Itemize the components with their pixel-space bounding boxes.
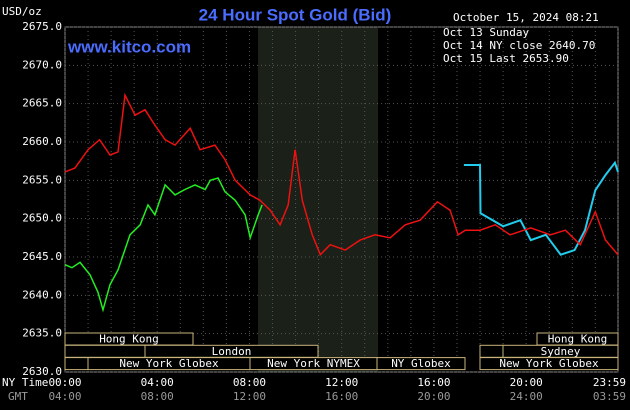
session-box	[376, 357, 466, 371]
session-box	[64, 332, 194, 346]
y-tick-label: 2630.0	[22, 365, 62, 378]
x-tick-label: 16:00	[417, 376, 450, 389]
session-label: New York Globex	[499, 357, 599, 370]
session-label: NY Globex	[391, 357, 451, 370]
session-label: Sydney	[541, 345, 581, 358]
session-box	[64, 344, 146, 358]
session-box	[479, 344, 504, 358]
session-label: London	[212, 345, 252, 358]
series-line	[463, 160, 619, 256]
x2-tick-label: 24:00	[510, 390, 543, 403]
y-tick-label: 2670.0	[22, 58, 62, 71]
y-tick-label: 2665.0	[22, 97, 62, 110]
y-tick-label: 2660.0	[22, 135, 62, 148]
x-tick-label: 08:00	[233, 376, 266, 389]
session-shade	[258, 27, 378, 372]
x2-tick-label: 16:00	[325, 390, 358, 403]
legend-entry: Oct 14 NY close 2640.70	[443, 39, 595, 52]
series-line	[64, 177, 263, 313]
y-tick-label: 2635.0	[22, 327, 62, 340]
y-tick-label: 2645.0	[22, 250, 62, 263]
session-box	[479, 357, 619, 371]
source: www.kitco.com	[67, 37, 191, 56]
session-label: New York NYMEX	[267, 357, 360, 370]
y-tick-label: 2655.0	[22, 173, 62, 186]
x-row-label: NY Time	[2, 376, 48, 389]
y-tick-label: 2675.0	[22, 20, 62, 33]
session-label: New York Globex	[119, 357, 219, 370]
x2-tick-label: 03:59	[593, 390, 626, 403]
session-label: Hong Kong	[548, 333, 608, 346]
x2-tick-label: 04:00	[48, 390, 81, 403]
y-axis-unit: USD/oz	[2, 5, 42, 18]
x-tick-label: 04:00	[141, 376, 174, 389]
session-box	[64, 357, 89, 371]
timestamp: October 15, 2024 08:21	[453, 11, 599, 24]
x2-tick-label: 20:00	[417, 390, 450, 403]
legend-entry: Oct 15 Last 2653.90	[443, 52, 569, 65]
y-tick-label: 2640.0	[22, 288, 62, 301]
x-tick-label: 12:00	[325, 376, 358, 389]
x-row-label: GMT	[8, 390, 28, 403]
x-tick-label: 20:00	[510, 376, 543, 389]
x-tick-label: 23:59	[593, 376, 626, 389]
x2-tick-label: 12:00	[233, 390, 266, 403]
legend-entry: Oct 13 Sunday	[443, 26, 529, 39]
x2-tick-label: 08:00	[141, 390, 174, 403]
y-tick-label: 2650.0	[22, 212, 62, 225]
chart-title: 24 Hour Spot Gold (Bid)	[199, 5, 392, 24]
session-label: Hong Kong	[99, 333, 159, 346]
x-tick-label: 00:00	[48, 376, 81, 389]
series-line	[64, 92, 619, 257]
